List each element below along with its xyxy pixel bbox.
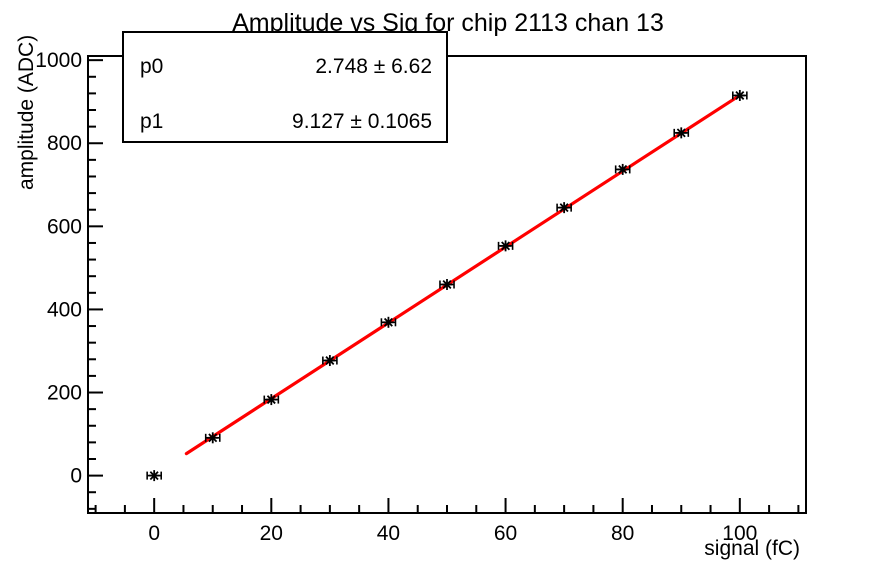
data-point-marker — [731, 89, 748, 101]
data-point-marker — [322, 355, 338, 367]
stats-value-p0: 2.748 ± 6.62 — [315, 55, 432, 78]
data-points-layer — [146, 89, 748, 482]
x-tick-label: 80 — [611, 522, 634, 545]
data-point-marker — [614, 163, 631, 175]
x-tick-label: 60 — [494, 522, 517, 545]
x-tick-label: 20 — [260, 522, 283, 545]
marker-arm — [676, 128, 686, 138]
stats-value-p1: 9.127 ± 0.1065 — [292, 110, 432, 133]
marker-arm — [325, 356, 335, 366]
data-point-marker — [146, 470, 163, 482]
marker-arm — [618, 164, 628, 174]
y-tick-label: 800 — [47, 132, 82, 155]
data-point-marker — [556, 202, 572, 214]
y-tick-label: 600 — [47, 215, 82, 238]
x-axis-title: signal (fC) — [704, 537, 800, 560]
y-tick-label: 1000 — [35, 49, 82, 72]
marker-arm — [266, 395, 276, 405]
x-tick-label: 100 — [722, 522, 757, 545]
stats-box: p0 2.748 ± 6.62 p1 9.127 ± 0.1065 — [122, 31, 448, 143]
data-point-marker — [497, 240, 514, 252]
axis-ticks — [89, 59, 800, 512]
y-tick-label: 200 — [47, 382, 82, 405]
y-tick-label: 400 — [47, 298, 82, 321]
marker-arm — [501, 241, 511, 251]
marker-arm — [149, 471, 159, 481]
data-point-marker — [673, 127, 690, 139]
marker-arm — [442, 280, 452, 289]
x-tick-label: 0 — [148, 522, 160, 545]
x-tick-label: 40 — [377, 522, 400, 545]
marker-arm — [208, 433, 218, 443]
y-tick-label: 0 — [70, 465, 82, 488]
stats-box-frame — [122, 31, 448, 143]
stats-param-p0: p0 — [140, 55, 163, 78]
marker-arm — [735, 90, 745, 100]
fit-line — [184, 93, 742, 456]
stats-param-p1: p1 — [140, 110, 163, 133]
data-point-marker — [439, 279, 455, 290]
data-point-marker — [380, 316, 397, 328]
data-point-marker — [263, 394, 280, 406]
data-point-marker — [204, 432, 221, 444]
fit-line-layer — [184, 93, 742, 456]
marker-arm — [559, 203, 569, 213]
y-axis-title: amplitude (ADC) — [15, 35, 38, 190]
marker-arm — [383, 317, 393, 327]
